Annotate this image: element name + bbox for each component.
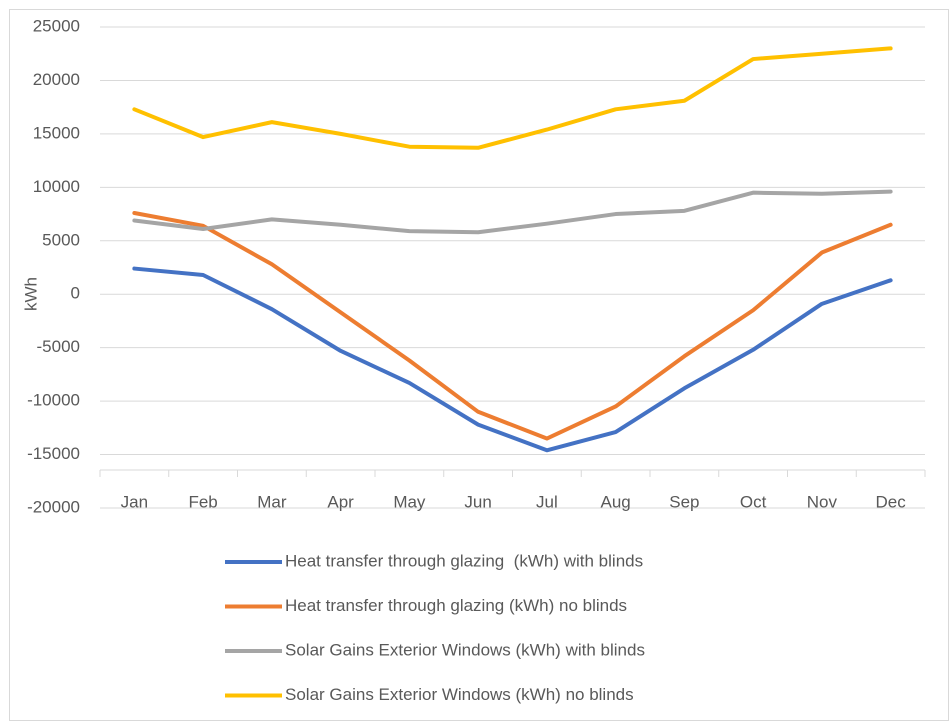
series-line (132, 46, 893, 150)
y-tick-label: -10000 (27, 391, 80, 410)
x-tick-label: Mar (257, 492, 287, 511)
legend-label: Heat transfer through glazing (kWh) with… (285, 551, 643, 570)
series-line (132, 210, 893, 441)
x-tick-label: Sep (669, 492, 699, 511)
series-line (132, 266, 893, 453)
y-tick-label: 0 (71, 284, 80, 303)
legend-label: Solar Gains Exterior Windows (kWh) no bl… (285, 685, 634, 704)
y-tick-label: -15000 (27, 444, 80, 463)
x-tick-label: Jan (121, 492, 148, 511)
x-tick-label: Apr (327, 492, 354, 511)
y-tick-label: 5000 (42, 230, 80, 249)
legend-label: Solar Gains Exterior Windows (kWh) with … (285, 640, 645, 659)
y-tick-label: -20000 (27, 497, 80, 516)
y-tick-label: 25000 (33, 16, 80, 35)
x-tick-label: Jun (464, 492, 491, 511)
y-tick-label: 20000 (33, 70, 80, 89)
y-tick-label: 15000 (33, 123, 80, 142)
y-axis-label: kWh (21, 277, 40, 311)
x-tick-label: May (393, 492, 426, 511)
x-tick-label: Oct (740, 492, 767, 511)
chart-frame (9, 9, 949, 721)
x-tick-label: Feb (188, 492, 217, 511)
legend-label: Heat transfer through glazing (kWh) no b… (285, 596, 627, 615)
series-line (132, 189, 893, 235)
y-tick-label: 10000 (33, 177, 80, 196)
x-tick-label: Nov (807, 492, 838, 511)
x-tick-label: Jul (536, 492, 558, 511)
x-tick-label: Dec (876, 492, 907, 511)
x-tick-label: Aug (601, 492, 631, 511)
y-tick-label: -5000 (37, 337, 80, 356)
